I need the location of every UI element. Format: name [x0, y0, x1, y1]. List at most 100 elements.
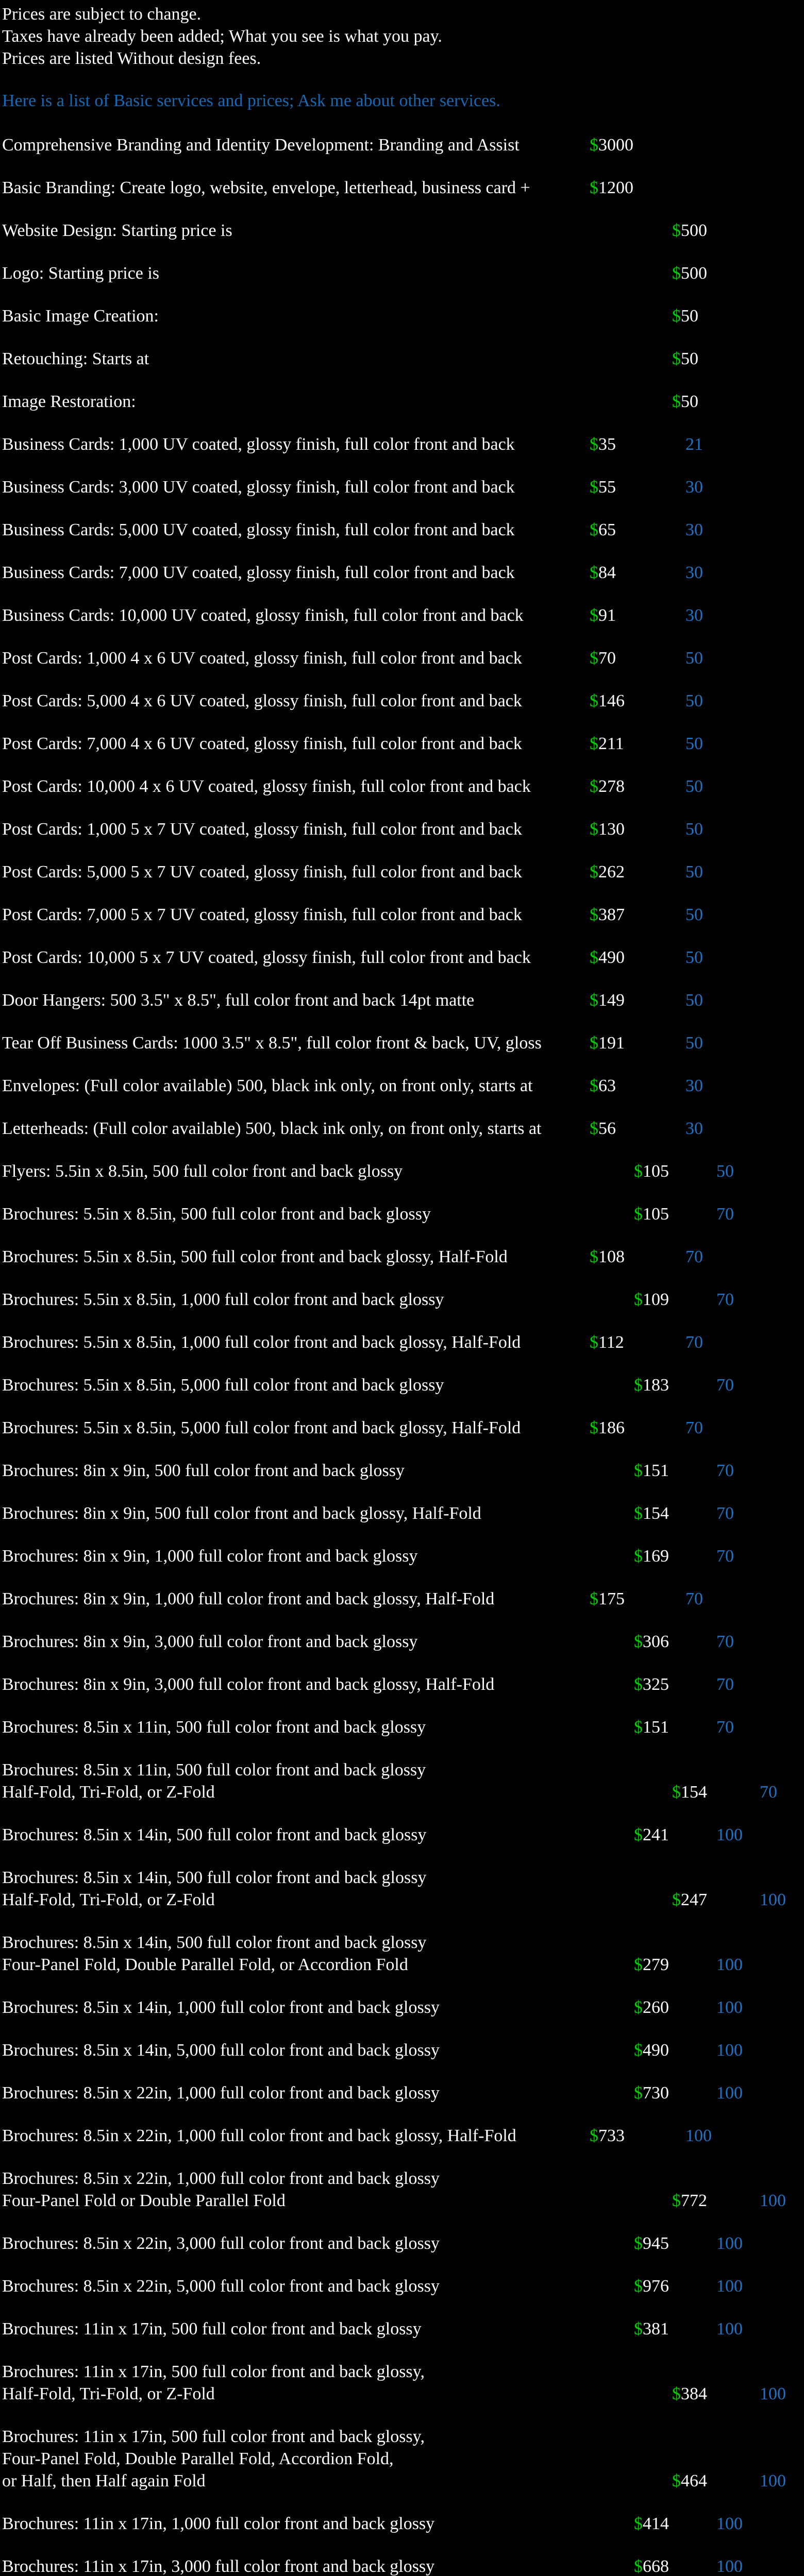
price-rows: Comprehensive Branding and Identity Deve… — [2, 134, 804, 2576]
service-price: $260 — [634, 1996, 716, 2019]
dollar-sign: $ — [590, 948, 598, 967]
dollar-sign: $ — [590, 1418, 598, 1437]
service-description: Brochures: 8in x 9in, 500 full color fro… — [2, 1504, 481, 1523]
service-price: $464 — [672, 2470, 760, 2492]
price-row: Brochures: 11in x 17in, 500 full color f… — [2, 2361, 804, 2405]
price-row: Post Cards: 5,000 5 x 7 UV coated, gloss… — [2, 861, 804, 883]
dollar-sign: $ — [634, 1955, 643, 1974]
price-amount: 169 — [643, 1547, 669, 1566]
dollar-sign: $ — [590, 1076, 598, 1095]
price-amount: 84 — [598, 563, 616, 582]
price-amount: 1200 — [598, 178, 633, 197]
service-description: Brochures: 8in x 9in, 1,000 full color f… — [2, 1547, 418, 1566]
service-price: $35 — [590, 433, 685, 455]
dollar-sign: $ — [590, 478, 598, 497]
service-description: Retouching: Starts at — [2, 349, 149, 368]
service-price: $730 — [634, 2082, 716, 2104]
price-row: Post Cards: 5,000 4 x 6 UV coated, gloss… — [2, 690, 804, 712]
service-price: $387 — [590, 904, 685, 926]
service-price: $50 — [672, 348, 760, 370]
dollar-sign: $ — [590, 1033, 598, 1053]
service-quantity: 100 — [716, 2041, 743, 2060]
price-amount: 175 — [598, 1589, 625, 1608]
dollar-sign: $ — [590, 563, 598, 582]
price-amount: 105 — [643, 1162, 669, 1181]
service-quantity: 50 — [685, 948, 703, 967]
dollar-sign: $ — [672, 221, 681, 240]
service-quantity: 70 — [685, 1247, 703, 1266]
price-amount: 146 — [598, 691, 625, 710]
service-price: $149 — [590, 989, 685, 1011]
price-amount: 668 — [643, 2557, 669, 2576]
price-amount: 500 — [681, 221, 707, 240]
dollar-sign: $ — [634, 2319, 643, 2338]
service-description: Brochures: 8.5in x 22in, 3,000 full colo… — [2, 2234, 440, 2253]
price-row: Image Restoration: $50 — [2, 391, 804, 413]
service-description: Image Restoration: — [2, 392, 136, 411]
service-description: Half-Fold, Tri-Fold, or Z-Fold — [2, 2384, 215, 2403]
dollar-sign: $ — [590, 520, 598, 539]
service-price: $151 — [634, 1460, 716, 1482]
price-row: Tear Off Business Cards: 1000 3.5" x 8.5… — [2, 1032, 804, 1054]
price-row: Website Design: Starting price is $500 — [2, 219, 804, 242]
price-row: Post Cards: 1,000 5 x 7 UV coated, gloss… — [2, 818, 804, 840]
service-quantity: 70 — [716, 1376, 734, 1395]
price-row: Brochures: 8in x 9in, 500 full color fro… — [2, 1460, 804, 1482]
service-quantity: 50 — [685, 649, 703, 668]
price-row: Envelopes: (Full color available) 500, b… — [2, 1075, 804, 1097]
price-row: Brochures: 5.5in x 8.5in, 500 full color… — [2, 1203, 804, 1225]
price-row: Brochures: 8.5in x 14in, 500 full color … — [2, 1931, 804, 1976]
dollar-sign: $ — [634, 2277, 643, 2296]
service-quantity: 50 — [685, 1033, 703, 1053]
service-description: Business Cards: 7,000 UV coated, glossy … — [2, 563, 515, 582]
dollar-sign: $ — [634, 2041, 643, 2060]
service-price: $490 — [590, 946, 685, 969]
service-quantity: 21 — [685, 435, 703, 454]
price-row: Basic Branding: Create logo, website, en… — [2, 177, 804, 199]
dollar-sign: $ — [590, 1119, 598, 1138]
price-row: Brochures: 8.5in x 14in, 500 full color … — [2, 1867, 804, 1911]
service-price: $112 — [590, 1331, 685, 1353]
dollar-sign: $ — [590, 2126, 598, 2145]
service-quantity: 30 — [685, 1076, 703, 1095]
service-quantity: 100 — [716, 2514, 743, 2533]
dollar-sign: $ — [672, 264, 681, 283]
price-amount: 112 — [598, 1333, 624, 1352]
service-description: Half-Fold, Tri-Fold, or Z-Fold — [2, 1890, 215, 1909]
service-quantity: 100 — [716, 2277, 743, 2296]
dollar-sign: $ — [672, 1783, 681, 1802]
service-quantity: 100 — [716, 2319, 743, 2338]
price-row: Brochures: 5.5in x 8.5in, 500 full color… — [2, 1246, 804, 1268]
price-row: Brochures: 8in x 9in, 1,000 full color f… — [2, 1588, 804, 1610]
price-amount: 130 — [598, 820, 625, 839]
service-quantity: 70 — [716, 1718, 734, 1737]
service-quantity: 50 — [685, 905, 703, 924]
service-quantity: 50 — [685, 862, 703, 882]
service-price: $169 — [634, 1545, 716, 1567]
service-quantity: 50 — [685, 777, 703, 796]
price-amount: 500 — [681, 264, 707, 283]
service-quantity: 100 — [760, 2191, 786, 2210]
service-price: $105 — [634, 1203, 716, 1225]
price-amount: 55 — [598, 478, 616, 497]
service-description: Logo: Starting price is — [2, 264, 160, 283]
service-quantity: 50 — [685, 691, 703, 710]
price-amount: 490 — [643, 2041, 669, 2060]
price-amount: 108 — [598, 1247, 625, 1266]
price-amount: 387 — [598, 905, 625, 924]
dollar-sign: $ — [590, 606, 598, 625]
service-description: Brochures: 5.5in x 8.5in, 500 full color… — [2, 1205, 431, 1224]
service-price: $65 — [590, 519, 685, 541]
dollar-sign: $ — [634, 1675, 643, 1694]
price-amount: 50 — [681, 349, 698, 368]
service-description: Envelopes: (Full color available) 500, b… — [2, 1076, 533, 1095]
price-amount: 154 — [643, 1504, 669, 1523]
price-amount: 70 — [598, 649, 616, 668]
price-amount: 65 — [598, 520, 616, 539]
service-price: $191 — [590, 1032, 685, 1054]
service-description-line: Brochures: 11in x 17in, 500 full color f… — [2, 2427, 425, 2446]
service-quantity: 70 — [760, 1783, 777, 1802]
service-description: Comprehensive Branding and Identity Deve… — [2, 135, 520, 155]
basic-services-link[interactable]: Here is a list of Basic services and pri… — [2, 91, 500, 110]
